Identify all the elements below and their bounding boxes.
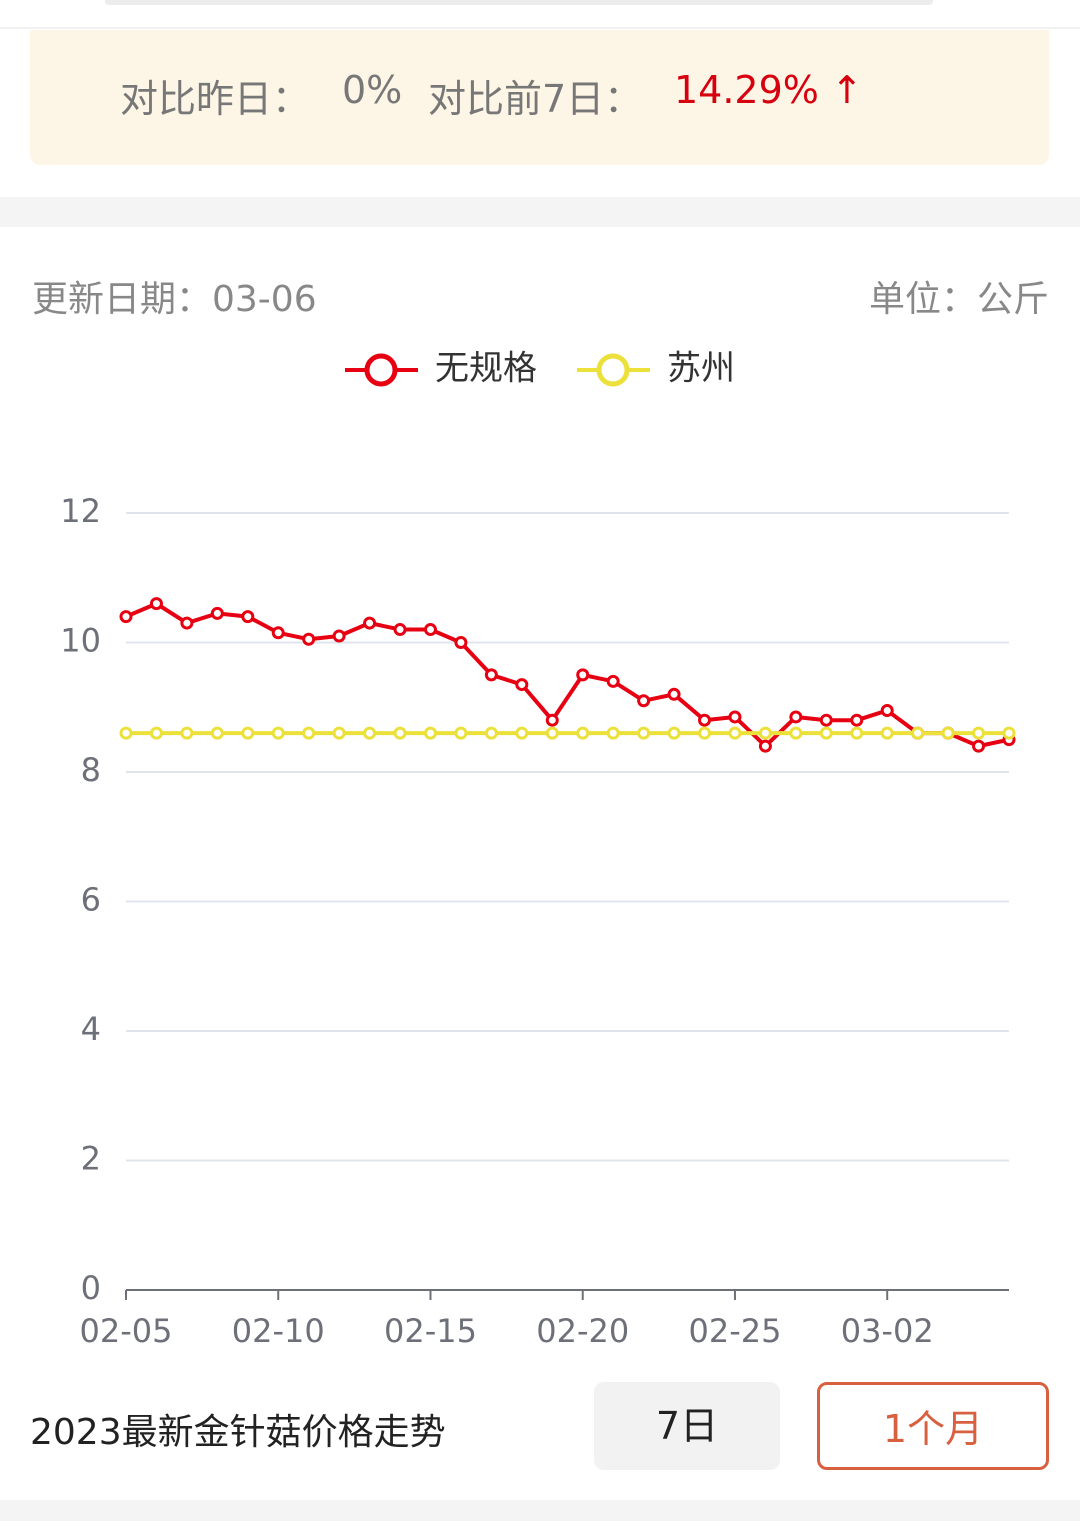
data-point <box>972 726 986 740</box>
data-point <box>637 726 651 740</box>
y-tick-label: 12 <box>60 492 101 530</box>
data-point <box>119 726 133 740</box>
data-point <box>484 668 498 682</box>
search-bar <box>105 0 933 5</box>
data-point <box>454 726 468 740</box>
data-point <box>667 726 681 740</box>
data-point <box>941 726 955 740</box>
separator <box>0 27 1080 29</box>
y-tick-label: 0 <box>81 1269 101 1307</box>
data-point <box>606 726 620 740</box>
data-point <box>180 726 194 740</box>
data-point <box>576 668 590 682</box>
data-point <box>850 726 864 740</box>
update-date: 更新日期：03-06 <box>32 279 317 320</box>
data-point <box>880 703 894 717</box>
data-point <box>332 726 346 740</box>
y-tick-label: 4 <box>81 1010 101 1048</box>
data-point <box>515 726 529 740</box>
data-point <box>545 713 559 727</box>
data-point <box>149 726 163 740</box>
data-point <box>515 678 529 692</box>
y-tick-label: 10 <box>60 622 101 660</box>
data-point <box>972 739 986 753</box>
data-point <box>180 616 194 630</box>
range-button[interactable]: 7日 <box>594 1382 780 1470</box>
data-point <box>149 597 163 611</box>
series-line <box>125 601 1010 749</box>
data-point <box>454 636 468 649</box>
data-point <box>210 726 224 740</box>
footer-title: 2023最新金针菇价格走势 <box>30 1412 446 1453</box>
data-point <box>698 713 712 727</box>
data-point <box>576 726 590 740</box>
data-point <box>423 623 437 637</box>
y-tick-label: 8 <box>81 751 101 789</box>
x-tick-label: 02-25 <box>688 1312 781 1350</box>
data-point <box>302 726 316 740</box>
data-point <box>484 726 498 740</box>
data-point <box>271 626 285 640</box>
data-point <box>728 710 742 724</box>
data-point <box>271 726 285 740</box>
y-tick-label: 2 <box>81 1140 101 1178</box>
data-point <box>545 726 559 740</box>
legend-marker <box>596 353 630 387</box>
vs-week-label: 对比前7日： <box>428 77 643 121</box>
data-point <box>393 726 407 740</box>
data-point <box>911 726 925 740</box>
legend-label: 苏州 <box>667 349 735 389</box>
legend-marker <box>364 353 398 387</box>
vs-week-value: 14.29% ↑ <box>674 68 863 112</box>
section-gap <box>0 197 1080 227</box>
data-point <box>210 606 224 620</box>
data-point <box>789 726 803 740</box>
x-tick-label: 02-05 <box>80 1312 173 1350</box>
unit: 单位：公斤 <box>868 279 1049 320</box>
data-point <box>423 726 437 740</box>
data-point <box>698 726 712 740</box>
data-point <box>789 710 803 724</box>
data-point <box>819 713 833 727</box>
data-point <box>241 726 255 740</box>
data-point <box>850 713 864 727</box>
data-point <box>606 674 620 688</box>
data-point <box>637 694 651 708</box>
data-point <box>302 632 316 646</box>
data-point <box>119 610 133 624</box>
x-tick-label: 02-20 <box>536 1312 629 1350</box>
vs-yesterday-label: 对比昨日： <box>120 77 311 121</box>
x-tick-label: 02-15 <box>384 1312 477 1350</box>
x-tick-label: 02-10 <box>232 1312 325 1350</box>
data-point <box>758 726 772 740</box>
data-point <box>667 687 681 701</box>
data-point <box>728 726 742 740</box>
x-tick-label: 03-02 <box>841 1312 934 1350</box>
legend-label: 无规格 <box>435 349 537 389</box>
data-point <box>819 726 833 740</box>
data-point <box>880 726 894 740</box>
vs-yesterday-value: 0% <box>342 68 403 112</box>
data-point <box>241 610 255 624</box>
range-button[interactable]: 1个月 <box>817 1382 1049 1470</box>
data-point <box>363 616 377 630</box>
data-point <box>758 739 772 753</box>
data-point <box>1002 726 1016 740</box>
data-point <box>393 623 407 637</box>
data-point <box>363 726 377 740</box>
y-tick-label: 6 <box>81 881 101 919</box>
data-point <box>332 629 346 643</box>
section-gap <box>0 1500 1080 1521</box>
summary-box: 对比昨日： 0% 对比前7日： 14.29% ↑ <box>30 30 1049 165</box>
